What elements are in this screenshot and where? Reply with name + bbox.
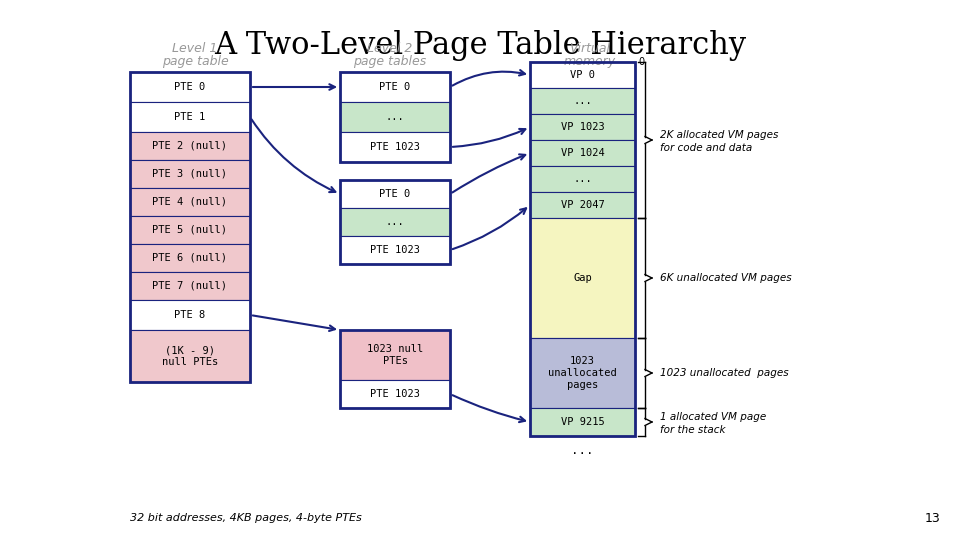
Bar	[530, 192, 635, 218]
Text: 6K unallocated VM pages: 6K unallocated VM pages	[660, 273, 792, 283]
Text: PTE 5 (null): PTE 5 (null)	[153, 225, 228, 235]
Text: Gap: Gap	[573, 273, 592, 283]
Text: 1 allocated VM page: 1 allocated VM page	[660, 412, 766, 422]
Text: ...: ...	[386, 217, 404, 227]
Text: memory: memory	[564, 55, 616, 68]
Bar	[130, 330, 250, 382]
Text: VP 1023: VP 1023	[561, 122, 605, 132]
Text: VP 1024: VP 1024	[561, 148, 605, 158]
Text: for code and data: for code and data	[660, 143, 753, 153]
Text: Level 1: Level 1	[172, 42, 218, 55]
Text: for the stack: for the stack	[660, 425, 726, 435]
Text: PTE 1023: PTE 1023	[370, 245, 420, 255]
Text: Level 2: Level 2	[368, 42, 413, 55]
Text: 13: 13	[924, 511, 940, 524]
Text: PTE 2 (null): PTE 2 (null)	[153, 141, 228, 151]
Bar	[130, 216, 250, 244]
Text: VP 9215: VP 9215	[561, 417, 605, 427]
Bar	[340, 180, 450, 264]
Bar	[130, 72, 250, 102]
Bar	[130, 102, 250, 132]
Text: PTE 7 (null): PTE 7 (null)	[153, 281, 228, 291]
Bar	[530, 114, 635, 140]
Text: 1023 null
PTEs: 1023 null PTEs	[367, 344, 423, 366]
Text: PTE 4 (null): PTE 4 (null)	[153, 197, 228, 207]
Bar	[340, 72, 450, 102]
Bar	[530, 140, 635, 166]
Bar	[530, 88, 635, 114]
Bar	[340, 330, 450, 408]
Bar	[340, 72, 450, 162]
Bar	[130, 272, 250, 300]
Text: PTE 0: PTE 0	[379, 189, 411, 199]
Text: 1023 unallocated  pages: 1023 unallocated pages	[660, 368, 788, 378]
Text: 0: 0	[638, 57, 644, 67]
Bar	[530, 218, 635, 338]
Text: VP 2047: VP 2047	[561, 200, 605, 210]
Text: PTE 6 (null): PTE 6 (null)	[153, 253, 228, 263]
Text: Virtual: Virtual	[569, 42, 611, 55]
Text: 32 bit addresses, 4KB pages, 4-byte PTEs: 32 bit addresses, 4KB pages, 4-byte PTEs	[130, 513, 362, 523]
Text: PTE 8: PTE 8	[175, 310, 205, 320]
Bar	[130, 72, 250, 382]
Bar	[130, 160, 250, 188]
Bar	[340, 102, 450, 132]
Bar	[130, 188, 250, 216]
Text: A Two-Level Page Table Hierarchy: A Two-Level Page Table Hierarchy	[214, 30, 746, 61]
Text: (1K - 9)
null PTEs: (1K - 9) null PTEs	[162, 345, 218, 367]
Bar	[130, 244, 250, 272]
Text: page tables: page tables	[353, 55, 426, 68]
Bar	[340, 236, 450, 264]
Text: VP 0: VP 0	[570, 70, 595, 80]
Bar	[130, 300, 250, 330]
Text: 1023
unallocated
pages: 1023 unallocated pages	[548, 356, 617, 389]
Text: PTE 0: PTE 0	[175, 82, 205, 92]
Bar	[340, 180, 450, 208]
Bar	[530, 166, 635, 192]
Text: PTE 3 (null): PTE 3 (null)	[153, 169, 228, 179]
Bar	[530, 62, 635, 88]
Text: PTE 1023: PTE 1023	[370, 142, 420, 152]
Text: ...: ...	[573, 96, 592, 106]
Text: PTE 0: PTE 0	[379, 82, 411, 92]
Bar	[130, 132, 250, 160]
Text: ...: ...	[386, 112, 404, 122]
Bar	[340, 132, 450, 162]
Text: PTE 1: PTE 1	[175, 112, 205, 122]
Text: ...: ...	[573, 174, 592, 184]
Bar	[530, 62, 635, 436]
Bar	[340, 208, 450, 236]
Bar	[530, 338, 635, 408]
Text: page table: page table	[161, 55, 228, 68]
Text: 2K allocated VM pages: 2K allocated VM pages	[660, 130, 779, 140]
Bar	[340, 330, 450, 380]
Bar	[530, 408, 635, 436]
Text: ...: ...	[571, 444, 593, 457]
Text: PTE 1023: PTE 1023	[370, 389, 420, 399]
Bar	[340, 380, 450, 408]
